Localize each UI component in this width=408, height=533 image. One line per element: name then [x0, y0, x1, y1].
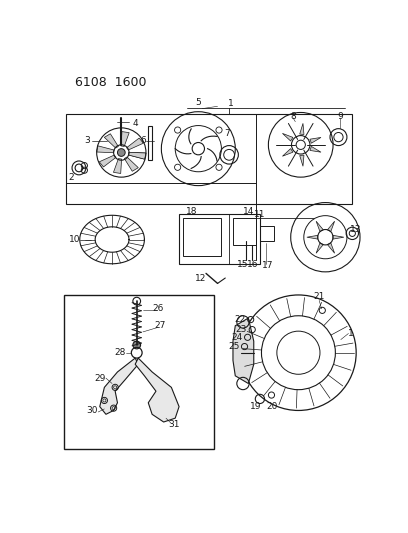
- Polygon shape: [121, 132, 129, 147]
- Bar: [260, 225, 274, 241]
- Polygon shape: [282, 149, 293, 156]
- Text: 1: 1: [228, 100, 233, 109]
- Polygon shape: [333, 235, 344, 239]
- Text: 4: 4: [132, 119, 138, 128]
- Bar: [233, 218, 256, 245]
- Text: 18: 18: [186, 207, 198, 216]
- Text: 23: 23: [236, 325, 247, 334]
- Polygon shape: [316, 221, 323, 232]
- Polygon shape: [113, 159, 122, 173]
- Polygon shape: [300, 155, 304, 166]
- Text: 3: 3: [84, 136, 90, 146]
- Polygon shape: [233, 318, 254, 384]
- Bar: [64, 295, 214, 449]
- Text: 25: 25: [228, 342, 239, 351]
- Text: 6108  1600: 6108 1600: [75, 76, 146, 88]
- Text: 28: 28: [114, 348, 126, 357]
- Polygon shape: [135, 358, 179, 422]
- Text: 6: 6: [140, 136, 146, 146]
- Polygon shape: [300, 123, 304, 134]
- Text: 2: 2: [69, 173, 74, 182]
- Text: 14: 14: [243, 207, 254, 216]
- Text: 16: 16: [247, 260, 259, 269]
- Text: 24: 24: [231, 333, 242, 342]
- Text: 29: 29: [94, 374, 105, 383]
- Polygon shape: [328, 243, 335, 253]
- Text: 30: 30: [86, 406, 98, 415]
- Polygon shape: [129, 152, 146, 159]
- Text: 15: 15: [237, 260, 249, 269]
- Circle shape: [118, 149, 125, 156]
- Polygon shape: [282, 133, 293, 141]
- Polygon shape: [328, 221, 335, 232]
- Polygon shape: [100, 358, 138, 414]
- Bar: [179, 214, 260, 264]
- Circle shape: [133, 341, 141, 349]
- Polygon shape: [126, 138, 143, 150]
- Text: 21: 21: [313, 292, 325, 301]
- Polygon shape: [316, 243, 323, 253]
- Bar: [183, 218, 222, 256]
- Text: 9: 9: [337, 112, 343, 121]
- Polygon shape: [307, 235, 318, 239]
- Polygon shape: [104, 134, 118, 148]
- Polygon shape: [97, 146, 114, 153]
- Text: 22: 22: [234, 315, 246, 324]
- Text: 19: 19: [250, 402, 261, 411]
- Polygon shape: [99, 155, 116, 167]
- Text: 5: 5: [195, 98, 201, 107]
- Text: 31: 31: [168, 420, 180, 429]
- Polygon shape: [310, 138, 321, 143]
- Text: 20: 20: [266, 402, 278, 411]
- Text: 17: 17: [262, 261, 273, 270]
- Bar: [66, 114, 353, 204]
- Bar: [148, 126, 152, 160]
- Polygon shape: [310, 147, 321, 152]
- Polygon shape: [124, 157, 138, 171]
- Text: 27: 27: [154, 321, 166, 330]
- Polygon shape: [129, 152, 146, 159]
- Text: 1: 1: [348, 329, 354, 338]
- Text: 7: 7: [225, 129, 231, 138]
- Text: 12: 12: [195, 273, 206, 282]
- Text: 11: 11: [254, 209, 266, 219]
- Text: 26: 26: [153, 304, 164, 313]
- Text: 10: 10: [69, 235, 81, 244]
- Text: 13: 13: [350, 225, 361, 234]
- Text: 8: 8: [290, 112, 296, 121]
